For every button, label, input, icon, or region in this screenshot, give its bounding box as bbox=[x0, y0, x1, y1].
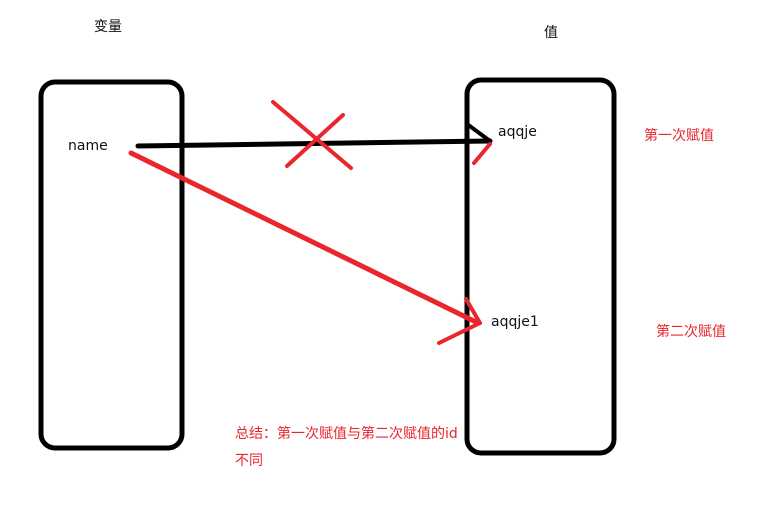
old-reference-arrowhead-red bbox=[472, 142, 492, 165]
value-column-title: 值 bbox=[544, 25, 558, 41]
new-reference-arrow bbox=[128, 150, 481, 326]
variable-column-title: 变量 bbox=[94, 19, 122, 35]
value-box bbox=[464, 77, 617, 456]
summary-line-2: 不同 bbox=[235, 453, 263, 469]
first-value-label: aqqje bbox=[498, 124, 537, 140]
cross-mark-icon bbox=[271, 100, 353, 170]
new-reference-arrowhead-top bbox=[464, 297, 482, 325]
variable-name-label: name bbox=[68, 138, 108, 154]
new-reference-arrowhead-bottom bbox=[437, 321, 482, 345]
old-reference-arrowhead-top bbox=[465, 122, 492, 143]
variable-box bbox=[38, 79, 185, 451]
first-assignment-annotation: 第一次赋值 bbox=[644, 128, 714, 144]
summary-line-1: 总结：第一次赋值与第二次赋值的id bbox=[235, 426, 458, 442]
second-value-label: aqqje1 bbox=[491, 314, 539, 330]
second-assignment-annotation: 第二次赋值 bbox=[656, 324, 726, 340]
